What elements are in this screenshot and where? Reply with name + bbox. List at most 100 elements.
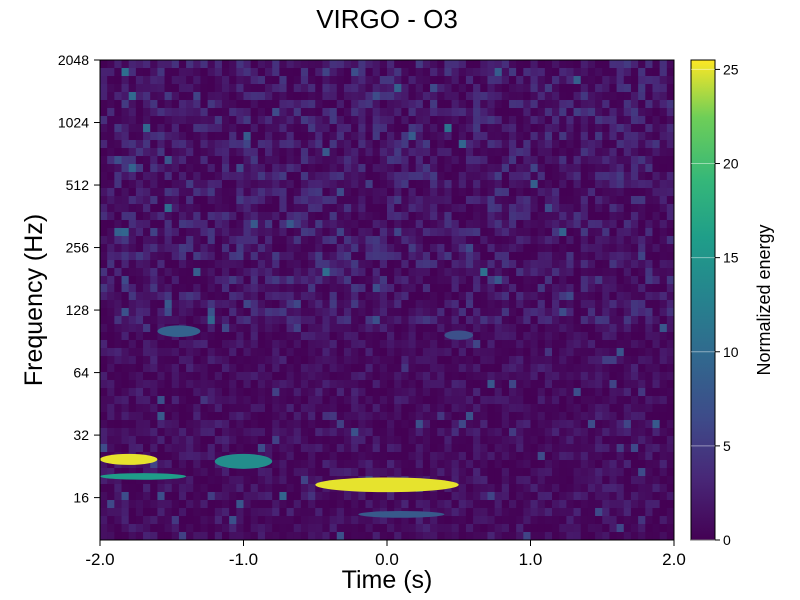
heatmap-cell: [487, 444, 496, 453]
heatmap-cell: [652, 276, 661, 285]
heatmap-cell: [415, 444, 424, 453]
heatmap-cell: [293, 428, 302, 437]
heatmap-cell: [178, 380, 187, 389]
heatmap-cell: [595, 340, 603, 349]
heatmap-cell: [186, 68, 194, 77]
heatmap-cell: [516, 364, 524, 373]
heatmap-cell: [200, 356, 209, 365]
heatmap-cell: [544, 388, 553, 397]
heatmap-cell: [465, 60, 474, 69]
heatmap-cell: [580, 388, 589, 397]
heatmap-cell: [178, 68, 187, 77]
heatmap-cell: [135, 180, 144, 189]
heatmap-cell: [552, 68, 560, 77]
heatmap-cell: [623, 348, 632, 357]
heatmap-cell: [609, 252, 618, 261]
heatmap-cell: [408, 92, 417, 101]
heatmap-cell: [458, 172, 467, 181]
heatmap-cell: [121, 332, 130, 341]
heatmap-cell: [372, 84, 381, 93]
heatmap-cell: [193, 164, 201, 173]
heatmap-cell: [358, 108, 366, 117]
heatmap-cell: [508, 156, 517, 165]
heatmap-cell: [609, 316, 618, 325]
heatmap-cell: [186, 164, 194, 173]
heatmap-cell: [164, 260, 173, 269]
heatmap-cell: [638, 164, 646, 173]
heatmap-cell: [300, 340, 309, 349]
heatmap-cell: [186, 124, 194, 133]
heatmap-cell: [473, 484, 481, 493]
heatmap-cell: [143, 364, 151, 373]
heatmap-cell: [408, 180, 417, 189]
heatmap-cell: [516, 292, 524, 301]
heatmap-cell: [573, 404, 582, 413]
heatmap-cell: [530, 68, 539, 77]
heatmap-cell: [580, 140, 589, 149]
heatmap-cell: [214, 436, 223, 445]
heatmap-cell: [559, 308, 567, 317]
heatmap-cell: [544, 340, 553, 349]
heatmap-cell: [652, 340, 661, 349]
heatmap-cell: [351, 156, 359, 165]
heatmap-cell: [372, 236, 381, 245]
heatmap-cell: [387, 276, 395, 285]
heatmap-cell: [300, 516, 309, 525]
heatmap-cell: [243, 476, 252, 485]
heatmap-cell: [171, 68, 180, 77]
heatmap-cell: [587, 476, 596, 485]
heatmap-cell: [343, 340, 352, 349]
heatmap-cell: [157, 468, 166, 477]
heatmap-cell: [430, 428, 438, 437]
colorbar-tick-label: 0: [723, 532, 731, 548]
heatmap-cell: [537, 268, 546, 277]
heatmap-cell: [128, 76, 137, 85]
heatmap-cell: [365, 332, 374, 341]
heatmap-cell: [315, 452, 323, 461]
heatmap-cell: [221, 300, 230, 309]
heatmap-cell: [609, 428, 618, 437]
heatmap-cell: [322, 388, 331, 397]
heatmap-cell: [236, 292, 244, 301]
heatmap-cell: [229, 532, 237, 540]
heatmap-cell: [200, 260, 209, 269]
heatmap-cell: [107, 364, 115, 373]
heatmap-cell: [150, 236, 158, 245]
heatmap-cell: [171, 460, 180, 469]
heatmap-cell: [587, 500, 596, 509]
heatmap-cell: [501, 404, 510, 413]
heatmap-cell: [279, 172, 288, 181]
heatmap-cell: [243, 500, 252, 509]
heatmap-cell: [229, 268, 237, 277]
heatmap-cell: [573, 420, 582, 429]
heatmap-cell: [587, 148, 596, 157]
heatmap-cell: [193, 60, 201, 69]
heatmap-cell: [358, 324, 366, 333]
heatmap-cell: [343, 140, 352, 149]
heatmap-cell: [659, 468, 668, 477]
heatmap-cell: [494, 444, 503, 453]
heatmap-cell: [666, 284, 674, 293]
heatmap-cell: [623, 524, 632, 533]
heatmap-cell: [537, 452, 546, 461]
heatmap-cell: [164, 196, 173, 205]
heatmap-cell: [379, 100, 388, 109]
heatmap-cell: [458, 244, 467, 253]
heatmap-cell: [358, 172, 366, 181]
heatmap-cell: [358, 396, 366, 405]
heatmap-cell: [358, 444, 366, 453]
heatmap-cell: [343, 292, 352, 301]
heatmap-cell: [430, 164, 438, 173]
heatmap-cell: [358, 500, 366, 509]
heatmap-cell: [214, 116, 223, 125]
heatmap-cell: [100, 188, 108, 197]
heatmap-cell: [178, 212, 187, 221]
heatmap-cell: [666, 492, 674, 501]
heatmap-cell: [100, 516, 108, 525]
heatmap-cell: [257, 148, 266, 157]
heatmap-cell: [214, 332, 223, 341]
heatmap-cell: [451, 364, 460, 373]
heatmap-cell: [358, 100, 366, 109]
heatmap-cell: [351, 308, 359, 317]
heatmap-cell: [602, 324, 610, 333]
